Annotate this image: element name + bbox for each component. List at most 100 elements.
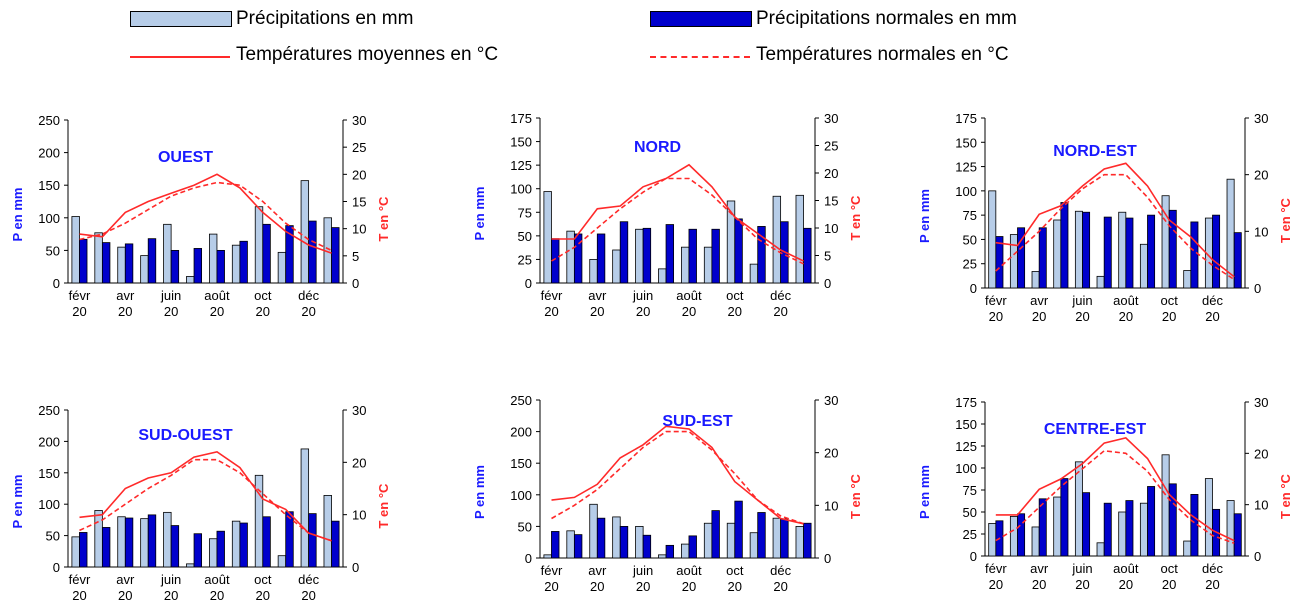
x-tick-label-year: 20	[1205, 309, 1219, 324]
precip-bar	[1096, 542, 1105, 557]
precip-bar	[1053, 496, 1062, 557]
precip-bar	[703, 522, 713, 559]
x-tick-label: oct	[1160, 293, 1178, 308]
precip-bar	[988, 190, 997, 289]
x-tick-label: déc	[1202, 561, 1223, 576]
precip-normal-bar	[216, 530, 225, 568]
precip-bar	[795, 525, 804, 559]
left-tick-label: 100	[955, 461, 977, 476]
precip-normal-bar	[147, 514, 157, 568]
x-tick-label-year: 20	[301, 588, 315, 603]
precip-bar	[566, 530, 575, 559]
left-tick-label: 75	[518, 205, 532, 220]
precip-bar	[1139, 502, 1148, 557]
precip-bar	[94, 510, 103, 568]
x-tick-label: déc	[770, 288, 791, 303]
left-tick-label: 150	[510, 456, 532, 471]
right-tick-label: 20	[824, 446, 838, 461]
x-tick-label: avr	[116, 572, 135, 587]
temp-normal-line	[995, 449, 1235, 544]
x-tick-label-year: 20	[256, 304, 270, 319]
right-tick-label: 15	[352, 195, 366, 210]
right-tick-label: 10	[824, 498, 838, 513]
left-tick-label: 100	[510, 182, 532, 197]
x-tick-label: déc	[770, 563, 791, 578]
y2-axis-title: T en °C	[848, 195, 863, 241]
x-tick-label-year: 20	[72, 588, 86, 603]
precip-normal-bar	[1060, 202, 1069, 289]
right-tick-label: 30	[824, 111, 838, 126]
x-tick-label: juin	[1071, 561, 1092, 576]
precip-normal-bar	[147, 238, 157, 284]
x-tick-label: juin	[632, 563, 653, 578]
x-tick-label-year: 20	[1162, 577, 1176, 592]
precip-bar	[71, 216, 80, 284]
precip-normal-bar	[239, 240, 248, 284]
precip-normal-bar	[1082, 492, 1091, 557]
precip-bar	[300, 180, 310, 284]
x-tick-label-year: 20	[773, 579, 787, 594]
precip-normal-bar	[665, 544, 675, 559]
precip-bar	[772, 195, 782, 284]
temp-normal-line	[551, 430, 804, 525]
y-axis-title: P en mm	[917, 465, 932, 519]
x-tick-label: févr	[541, 288, 563, 303]
chart-centre-est: 02550751001251501750102030févr20avr20jui…	[917, 395, 1293, 592]
x-tick-label-year: 20	[989, 577, 1003, 592]
precip-normal-bar	[1103, 502, 1112, 557]
precip-normal-bar	[331, 520, 340, 568]
precip-bar	[1031, 526, 1040, 557]
y2-axis-title: T en °C	[376, 483, 391, 529]
legend-swatch-temp-normal	[650, 56, 750, 58]
precip-bar	[277, 251, 287, 284]
right-tick-label: 10	[1254, 224, 1268, 239]
right-tick-label: 20	[1254, 446, 1268, 461]
x-tick-label-year: 20	[636, 579, 650, 594]
x-tick-label: oct	[1160, 561, 1178, 576]
precip-bar	[1009, 516, 1018, 557]
legend-label-precip-normal: Précipitations normales en mm	[756, 8, 1017, 29]
x-tick-label: oct	[726, 288, 744, 303]
left-tick-label: 0	[53, 560, 60, 575]
y2-axis-title: T en °C	[1278, 197, 1293, 243]
x-tick-label: juin	[1071, 293, 1092, 308]
precip-normal-bar	[285, 225, 294, 284]
precip-normal-bar	[596, 233, 606, 284]
chart-title-ouest: OUEST	[158, 149, 213, 166]
precip-normal-bar	[757, 512, 766, 559]
precip-bar	[208, 538, 218, 568]
precip-normal-bar	[1060, 478, 1069, 557]
x-tick-label-year: 20	[590, 579, 604, 594]
precip-bar	[300, 448, 310, 568]
precip-normal-bar	[803, 522, 812, 559]
legend-swatch-temp	[130, 56, 230, 58]
x-tick-label: avr	[116, 288, 135, 303]
precip-bar	[254, 206, 264, 284]
x-tick-label-year: 20	[1205, 577, 1219, 592]
x-tick-label-year: 20	[164, 588, 178, 603]
x-tick-label: avr	[1030, 293, 1049, 308]
precip-normal-bar	[79, 238, 88, 284]
legend-swatch-precip-normal	[650, 11, 752, 27]
chart-ouest: 050100150200250051015202530févr20avr20ju…	[10, 113, 391, 319]
precip-bar	[1161, 454, 1170, 557]
chart-nord: 0255075100125150175051015202530févr20avr…	[472, 111, 863, 319]
x-tick-label-year: 20	[989, 309, 1003, 324]
precip-bar	[163, 511, 172, 568]
precip-normal-bar	[1233, 513, 1242, 557]
left-tick-label: 200	[510, 425, 532, 440]
left-tick-label: 175	[510, 111, 532, 126]
x-tick-label: avr	[1030, 561, 1049, 576]
precip-normal-bar	[1082, 211, 1091, 289]
precip-bar	[749, 532, 759, 559]
precip-normal-bar	[573, 534, 583, 559]
precip-bar	[589, 503, 598, 559]
x-tick-label: déc	[298, 288, 319, 303]
temp-normal-line	[79, 181, 332, 252]
precip-bar	[231, 244, 241, 284]
precip-normal-bar	[193, 248, 203, 284]
x-tick-label-year: 20	[1032, 577, 1046, 592]
precip-bar	[1009, 234, 1018, 289]
precip-normal-bar	[170, 525, 180, 568]
y-axis-title: P en mm	[10, 188, 25, 242]
